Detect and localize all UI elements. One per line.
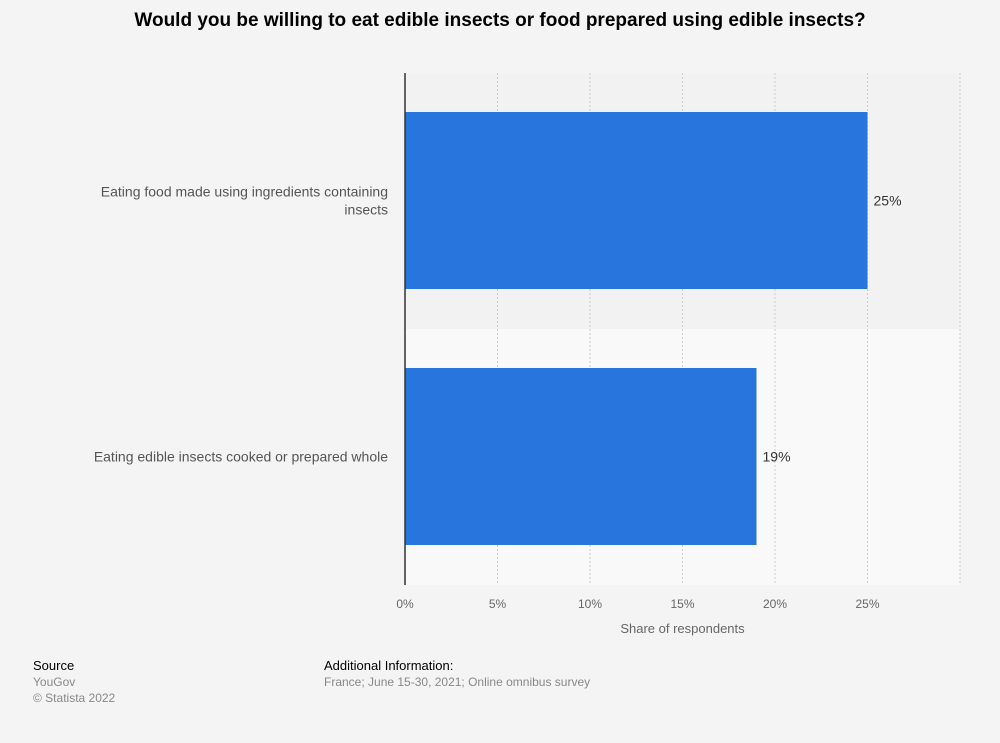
chart-title: Would you be willing to eat edible insec… [134,10,866,31]
additional-info-text: France; June 15-30, 2021; Online omnibus… [324,675,591,689]
source-section: Source YouGov © Statista 2022 [33,658,115,706]
source-heading: Source [33,658,75,673]
additional-info-section: Additional Information: France; June 15-… [324,658,590,690]
source-name: YouGov [33,675,76,689]
x-tick-label: 0% [396,597,414,611]
x-tick-label: 15% [670,597,694,611]
category-label: Eating food made using ingredients conta… [101,184,388,200]
copyright-text: © Statista 2022 [33,691,116,705]
category-label: Eating edible insects cooked or prepared… [94,449,388,465]
data-label: 25% [874,193,902,209]
x-tick-label: 20% [763,597,787,611]
bar [405,368,757,545]
data-label: 19% [763,449,791,465]
category-label: insects [344,202,388,218]
x-tick-label: 5% [489,597,507,611]
x-tick-label: 10% [578,597,602,611]
bar [405,112,868,289]
additional-info-heading: Additional Information: [324,658,454,673]
x-tick-label: 25% [855,597,879,611]
x-axis-title: Share of respondents [620,621,745,636]
